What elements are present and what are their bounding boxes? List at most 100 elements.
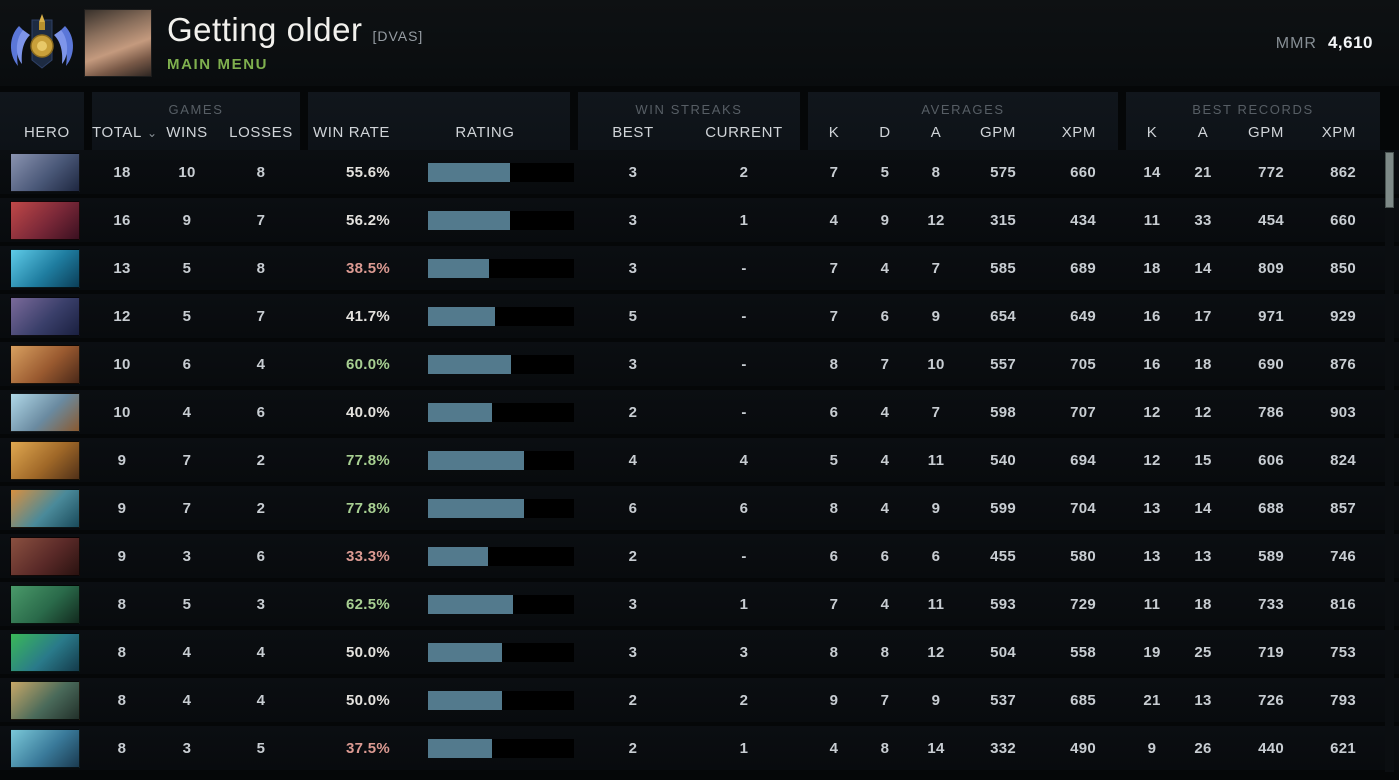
hero-row[interactable]: 18 10 8 55.6% 3 2 7 5 8 575 660 14 21 772 862 (0, 150, 1399, 194)
column-header-win-rate[interactable]: WIN RATE (312, 123, 390, 141)
column-header-avg-deaths[interactable]: D (879, 123, 891, 141)
avg-assists-cell: 12 (927, 643, 945, 661)
column-header-avg-gpm[interactable]: GPM (980, 123, 1016, 141)
best-xpm-cell: 850 (1330, 259, 1356, 277)
hero-portrait[interactable] (10, 488, 80, 528)
column-header-best-gpm[interactable]: GPM (1248, 123, 1284, 141)
scrollbar-thumb[interactable] (1385, 152, 1394, 208)
best-xpm-cell: 660 (1330, 211, 1356, 229)
avg-xpm-cell: 685 (1070, 691, 1096, 709)
rating-bar (428, 258, 574, 278)
column-header-total[interactable]: TOTAL ⌄ (92, 123, 158, 141)
main-menu-link[interactable]: MAIN MENU (167, 56, 269, 73)
avg-gpm-cell: 332 (990, 739, 1016, 757)
hero-row[interactable]: 9 3 6 33.3% 2 - 6 6 6 455 580 13 13 589 746 (0, 534, 1399, 578)
avg-assists-cell: 10 (927, 355, 945, 373)
hero-row[interactable]: 8 5 3 62.5% 3 1 7 4 11 593 729 11 18 733 816 (0, 582, 1399, 626)
hero-row[interactable]: 8 4 4 50.0% 3 3 8 8 12 504 558 19 25 719 753 (0, 630, 1399, 674)
avg-assists-cell: 12 (927, 211, 945, 229)
best-gpm-cell: 688 (1258, 499, 1284, 517)
avg-gpm-cell: 537 (990, 691, 1016, 709)
column-header-rating[interactable]: RATING (455, 123, 515, 141)
best-gpm-cell: 719 (1258, 643, 1284, 661)
total-cell: 9 (117, 547, 127, 565)
hero-row[interactable]: 8 4 4 50.0% 2 2 9 7 9 537 685 21 13 726 793 (0, 678, 1399, 722)
win-rate-cell: 40.0% (345, 403, 390, 421)
hero-portrait[interactable] (10, 680, 80, 720)
rating-bar (428, 450, 574, 470)
hero-row[interactable]: 16 9 7 56.2% 3 1 4 9 12 315 434 11 33 454 660 (0, 198, 1399, 242)
avg-gpm-cell: 315 (990, 211, 1016, 229)
hero-row[interactable]: 8 3 5 37.5% 2 1 4 8 14 332 490 9 26 440 621 (0, 726, 1399, 770)
current-streak-cell: 1 (739, 739, 749, 757)
wins-cell: 5 (182, 259, 192, 277)
player-avatar[interactable] (84, 9, 152, 77)
rating-bar (428, 354, 574, 374)
hero-portrait[interactable] (10, 200, 80, 240)
current-streak-cell: 4 (739, 451, 749, 469)
hero-portrait[interactable] (10, 632, 80, 672)
best-assists-cell: 21 (1194, 163, 1212, 181)
avg-xpm-cell: 707 (1070, 403, 1096, 421)
best-assists-cell: 15 (1194, 451, 1212, 469)
column-header-avg-assists[interactable]: A (930, 123, 942, 141)
win-rate-cell: 37.5% (345, 739, 390, 757)
column-header-best-assists[interactable]: A (1197, 123, 1209, 141)
hero-row[interactable]: 13 5 8 38.5% 3 - 7 4 7 585 689 18 14 809 850 (0, 246, 1399, 290)
rating-bar-fill (428, 306, 496, 326)
avg-kills-cell: 7 (829, 307, 839, 325)
best-xpm-cell: 793 (1330, 691, 1356, 709)
rating-bar (428, 594, 574, 614)
column-header-avg-kills[interactable]: K (828, 123, 840, 141)
hero-portrait[interactable] (10, 344, 80, 384)
avg-kills-cell: 7 (829, 259, 839, 277)
rating-bar (428, 306, 574, 326)
header-panel-streaks (578, 92, 800, 150)
best-assists-cell: 25 (1194, 643, 1212, 661)
avg-kills-cell: 7 (829, 163, 839, 181)
avg-gpm-cell: 557 (990, 355, 1016, 373)
column-header-current-streak[interactable]: CURRENT (705, 123, 783, 141)
hero-portrait[interactable] (10, 728, 80, 768)
wins-cell: 5 (182, 307, 192, 325)
hero-row[interactable]: 10 6 4 60.0% 3 - 8 7 10 557 705 16 18 690 876 (0, 342, 1399, 386)
hero-portrait[interactable] (10, 296, 80, 336)
hero-row[interactable]: 12 5 7 41.7% 5 - 7 6 9 654 649 16 17 971 929 (0, 294, 1399, 338)
avg-xpm-cell: 434 (1070, 211, 1096, 229)
best-kills-cell: 9 (1147, 739, 1157, 757)
column-header-losses[interactable]: LOSSES (229, 123, 293, 141)
avg-deaths-cell: 8 (880, 643, 890, 661)
avg-kills-cell: 8 (829, 355, 839, 373)
total-cell: 16 (113, 211, 131, 229)
avg-kills-cell: 8 (829, 499, 839, 517)
column-header-best-kills[interactable]: K (1146, 123, 1158, 141)
hero-portrait[interactable] (10, 584, 80, 624)
rating-bar (428, 690, 574, 710)
avg-deaths-cell: 6 (880, 547, 890, 565)
column-header-best-streak[interactable]: BEST (612, 123, 654, 141)
best-gpm-cell: 786 (1258, 403, 1284, 421)
hero-portrait[interactable] (10, 392, 80, 432)
column-header-hero[interactable]: HERO (24, 123, 70, 141)
scrollbar[interactable] (1385, 150, 1394, 772)
column-header-avg-xpm[interactable]: XPM (1061, 123, 1096, 141)
best-xpm-cell: 621 (1330, 739, 1356, 757)
losses-cell: 2 (256, 499, 266, 517)
hero-portrait[interactable] (10, 536, 80, 576)
column-header-best-xpm[interactable]: XPM (1321, 123, 1356, 141)
column-header-wins[interactable]: WINS (166, 123, 208, 141)
win-rate-cell: 38.5% (345, 259, 390, 277)
hero-row[interactable]: 9 7 2 77.8% 4 4 5 4 11 540 694 12 15 606 824 (0, 438, 1399, 482)
rating-bar-fill (428, 210, 510, 230)
rating-bar-fill (428, 162, 510, 182)
losses-cell: 2 (256, 451, 266, 469)
hero-stats-table: GAMES WIN STREAKS AVERAGES BEST RECORDS … (0, 92, 1399, 772)
best-kills-cell: 11 (1143, 595, 1161, 613)
hero-portrait[interactable] (10, 152, 80, 192)
losses-cell: 4 (256, 355, 266, 373)
hero-row[interactable]: 9 7 2 77.8% 6 6 8 4 9 599 704 13 14 688 857 (0, 486, 1399, 530)
hero-portrait[interactable] (10, 440, 80, 480)
hero-row[interactable]: 10 4 6 40.0% 2 - 6 4 7 598 707 12 12 786 903 (0, 390, 1399, 434)
hero-portrait[interactable] (10, 248, 80, 288)
total-cell: 8 (117, 739, 127, 757)
